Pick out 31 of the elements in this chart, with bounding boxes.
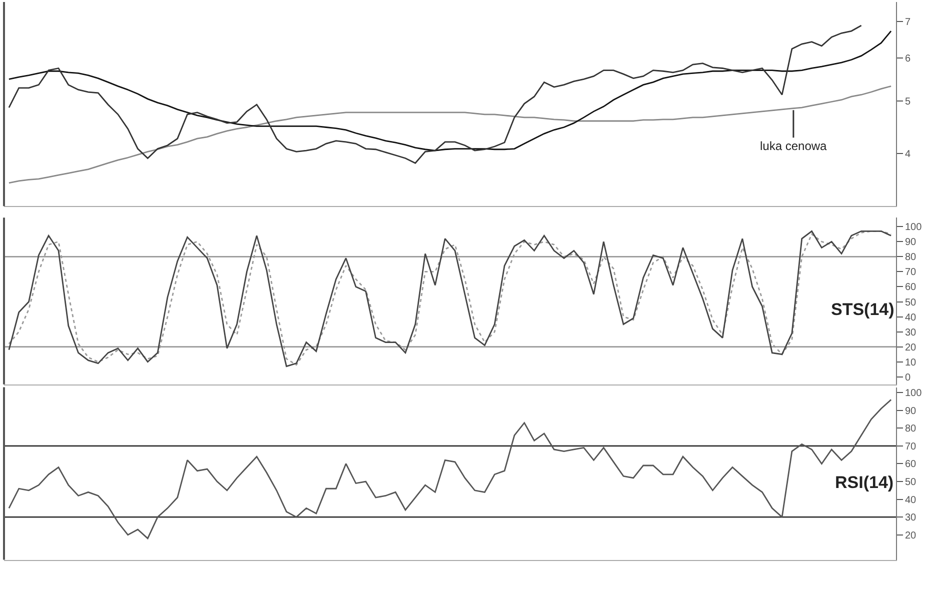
y-tick-label: 30 — [905, 327, 917, 338]
line-series — [8, 24, 862, 164]
y-tick-label: 20 — [905, 342, 917, 354]
y-tick-label: 70 — [905, 267, 917, 278]
line-series — [8, 85, 892, 184]
y-tick-label: 90 — [905, 237, 917, 248]
y-tick-label: 40 — [905, 312, 917, 324]
y-tick-label: 4 — [905, 148, 911, 160]
y-tick-label: 70 — [905, 441, 917, 452]
y-tick-label: 10 — [905, 357, 917, 368]
y-tick-label: 0 — [905, 372, 911, 384]
text: RSI(14) — [835, 473, 894, 492]
line-series — [8, 399, 892, 540]
y-tick-label: 100 — [905, 388, 922, 400]
y-tick-label: 20 — [905, 530, 917, 542]
y-tick-label: 90 — [905, 406, 917, 417]
y-tick-label: 60 — [905, 459, 917, 470]
line-series — [8, 30, 892, 152]
y-tick-label: 40 — [905, 494, 917, 506]
y-tick-label: 100 — [905, 222, 922, 234]
y-tick-label: 5 — [905, 96, 911, 108]
y-tick-label: 60 — [905, 282, 917, 294]
annotation: luka cenowa — [760, 139, 828, 153]
y-tick-label: 6 — [905, 53, 911, 64]
y-tick-label: 80 — [905, 424, 917, 435]
y-tick-label: 30 — [905, 512, 917, 524]
text: STS(14) — [831, 300, 894, 319]
y-tick-label: 50 — [905, 477, 917, 488]
y-tick-label: 80 — [905, 252, 917, 264]
y-tick-label: 50 — [905, 297, 917, 308]
y-tick-label: 7 — [905, 16, 911, 28]
